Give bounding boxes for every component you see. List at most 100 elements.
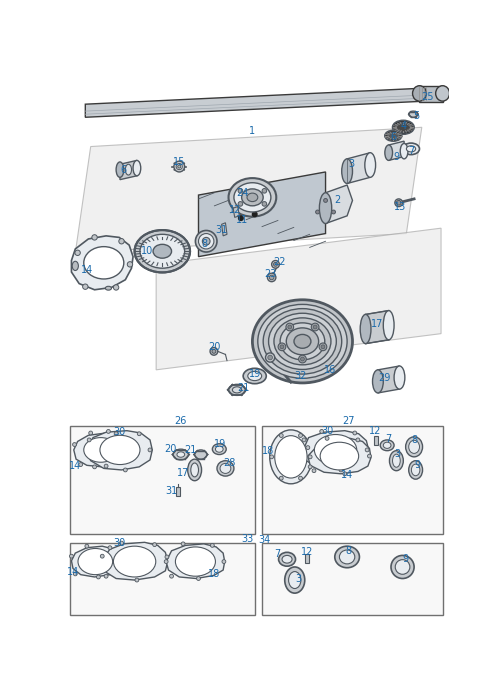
Ellipse shape: [320, 442, 358, 470]
Text: 2: 2: [334, 195, 340, 206]
Ellipse shape: [394, 366, 405, 389]
Ellipse shape: [392, 454, 400, 467]
Circle shape: [266, 353, 274, 362]
Ellipse shape: [380, 440, 394, 450]
Text: 12: 12: [301, 546, 314, 557]
Text: 18: 18: [208, 569, 220, 579]
Ellipse shape: [177, 452, 184, 457]
Text: 6: 6: [390, 132, 396, 142]
Circle shape: [356, 438, 360, 442]
Text: 3: 3: [296, 573, 302, 584]
Circle shape: [152, 543, 156, 546]
Ellipse shape: [270, 430, 312, 484]
Ellipse shape: [335, 546, 359, 568]
Polygon shape: [100, 542, 168, 580]
Circle shape: [280, 434, 283, 437]
Circle shape: [174, 161, 184, 172]
Bar: [262, 543, 444, 614]
Circle shape: [312, 469, 316, 473]
Ellipse shape: [282, 555, 292, 563]
Circle shape: [268, 273, 276, 281]
Ellipse shape: [436, 85, 450, 101]
Text: 15: 15: [173, 157, 186, 167]
Text: 7: 7: [408, 146, 415, 156]
Ellipse shape: [176, 547, 216, 576]
Circle shape: [170, 574, 173, 578]
Circle shape: [124, 446, 128, 450]
Ellipse shape: [340, 550, 355, 564]
Text: 27: 27: [342, 416, 355, 425]
Circle shape: [116, 560, 119, 564]
Ellipse shape: [284, 567, 305, 593]
Circle shape: [104, 464, 108, 468]
Ellipse shape: [372, 370, 384, 393]
Text: 9: 9: [394, 152, 400, 161]
Text: 8: 8: [412, 435, 418, 445]
Bar: [305, 554, 308, 563]
Polygon shape: [166, 544, 224, 578]
Circle shape: [82, 284, 88, 289]
Text: 26: 26: [174, 416, 187, 425]
Ellipse shape: [365, 153, 376, 177]
Circle shape: [324, 199, 328, 202]
Ellipse shape: [202, 238, 210, 245]
Ellipse shape: [140, 234, 184, 268]
Circle shape: [104, 574, 108, 578]
Bar: [262, 426, 444, 534]
Text: 5: 5: [414, 111, 420, 121]
Circle shape: [313, 325, 317, 329]
Ellipse shape: [84, 438, 117, 462]
Polygon shape: [366, 311, 388, 343]
Text: 21: 21: [184, 445, 197, 455]
Circle shape: [114, 432, 118, 436]
Text: 34: 34: [258, 535, 270, 545]
Text: 17: 17: [371, 318, 384, 329]
Circle shape: [124, 468, 128, 472]
Ellipse shape: [198, 234, 214, 249]
Text: 30: 30: [321, 427, 333, 436]
Ellipse shape: [188, 459, 202, 481]
Circle shape: [96, 575, 100, 579]
Text: 24: 24: [236, 188, 248, 198]
Text: 14: 14: [80, 265, 93, 275]
Text: 16: 16: [324, 365, 336, 375]
Circle shape: [280, 345, 284, 349]
Circle shape: [106, 430, 110, 434]
Ellipse shape: [280, 323, 325, 360]
Circle shape: [75, 250, 80, 256]
Text: 20: 20: [208, 342, 221, 352]
Ellipse shape: [274, 436, 307, 478]
Ellipse shape: [388, 132, 398, 139]
Ellipse shape: [243, 368, 266, 384]
Circle shape: [238, 188, 242, 193]
Circle shape: [87, 438, 91, 442]
Circle shape: [278, 343, 286, 351]
Circle shape: [114, 285, 119, 290]
Polygon shape: [87, 431, 152, 470]
Circle shape: [332, 210, 336, 214]
Polygon shape: [72, 236, 133, 290]
Circle shape: [272, 261, 280, 268]
Circle shape: [308, 465, 312, 469]
Text: 28: 28: [223, 458, 235, 468]
Circle shape: [119, 238, 124, 244]
Circle shape: [120, 541, 124, 545]
Polygon shape: [233, 206, 239, 218]
Text: 30: 30: [113, 427, 126, 437]
Ellipse shape: [392, 120, 414, 134]
Circle shape: [72, 443, 76, 446]
Text: 33: 33: [241, 534, 253, 544]
Ellipse shape: [234, 183, 271, 212]
Polygon shape: [326, 185, 352, 224]
Polygon shape: [388, 141, 404, 161]
Ellipse shape: [320, 193, 332, 224]
Polygon shape: [198, 172, 326, 256]
Circle shape: [92, 235, 97, 240]
Text: 6: 6: [120, 165, 127, 174]
Circle shape: [165, 555, 169, 559]
Circle shape: [339, 468, 343, 472]
Circle shape: [280, 476, 283, 480]
Polygon shape: [86, 88, 442, 117]
Ellipse shape: [408, 111, 418, 117]
Circle shape: [274, 263, 278, 266]
